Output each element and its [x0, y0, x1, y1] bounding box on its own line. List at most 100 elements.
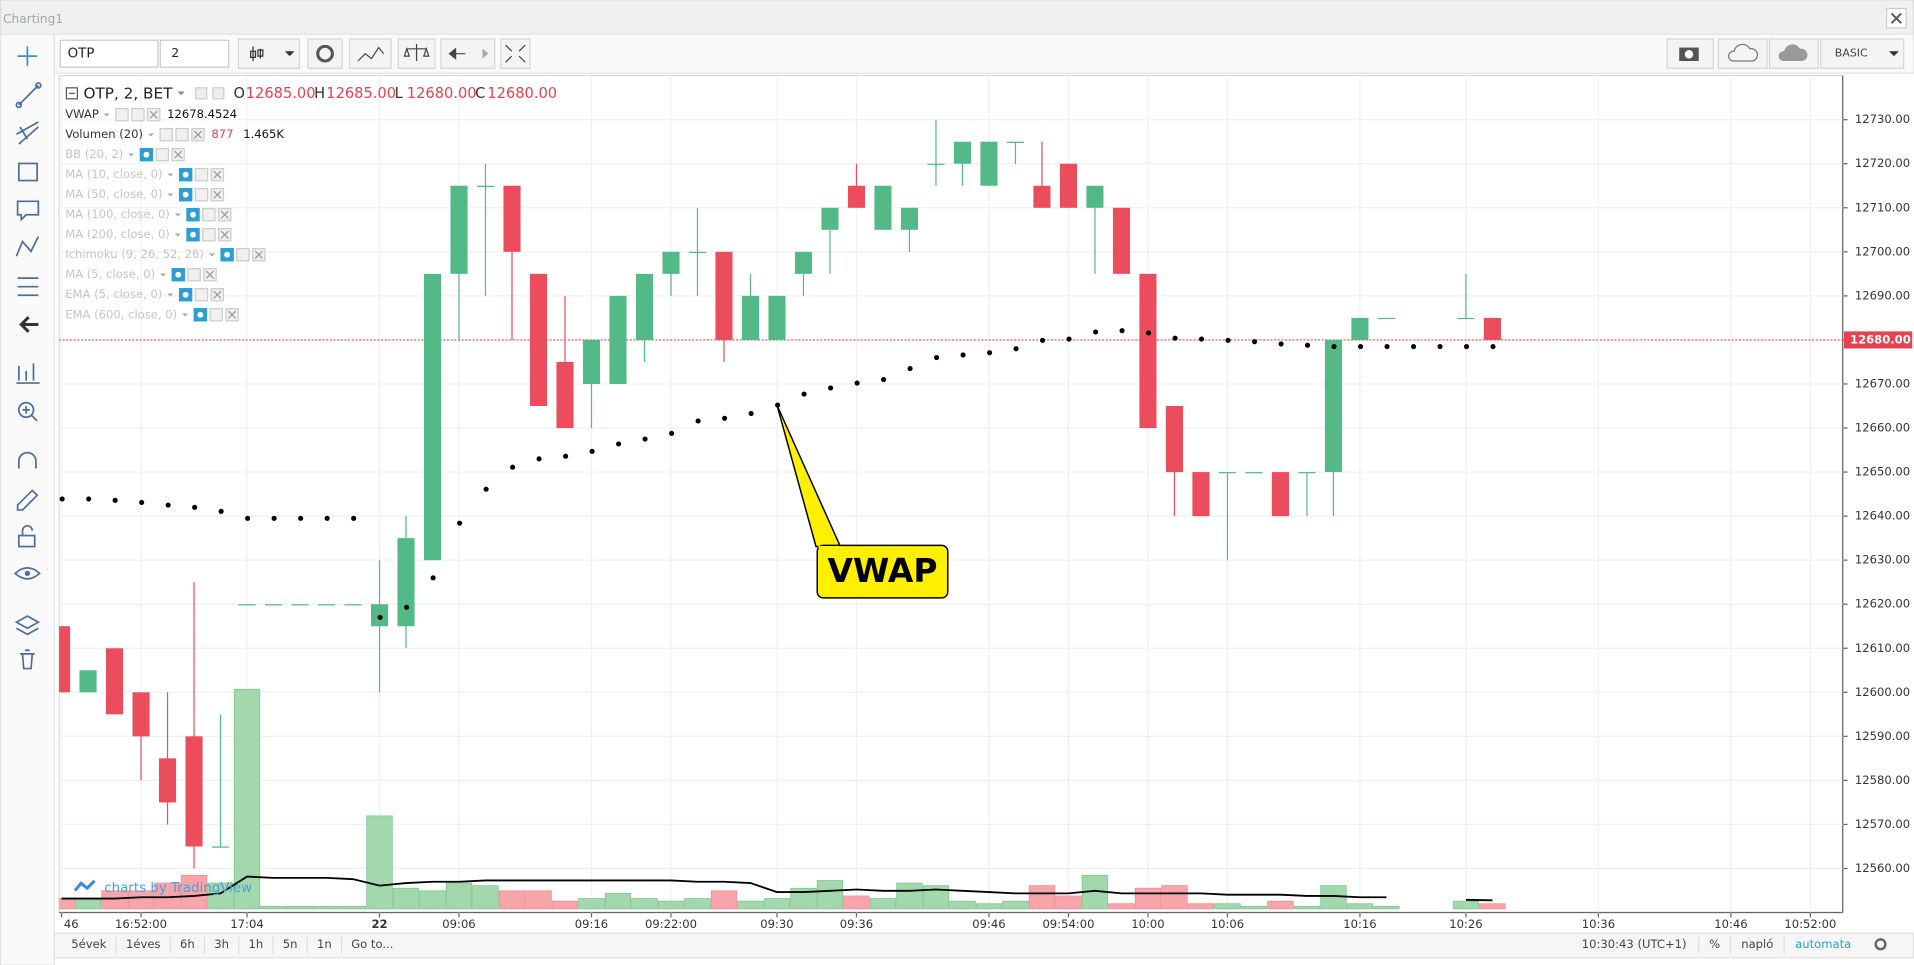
indicator-label: EMA (600, close, 0)	[65, 307, 177, 321]
indicator-button[interactable]	[202, 228, 216, 242]
ohlc-key: O	[234, 85, 246, 102]
grid	[59, 75, 1843, 913]
candle-body	[847, 185, 866, 208]
remove-x	[227, 310, 237, 319]
eye-dot	[224, 251, 231, 258]
vwap-dot	[987, 350, 993, 356]
vwap-dot	[271, 515, 277, 521]
y-tick-label: 12620.00	[1855, 597, 1910, 611]
indicator-dropdown[interactable]	[174, 233, 181, 237]
interval-text: 2	[171, 46, 179, 60]
remove-x	[149, 110, 158, 119]
range-button[interactable]: 1éves	[126, 937, 161, 951]
indicator-dropdown[interactable]	[167, 193, 174, 197]
x-tick-label: 09:30	[760, 917, 793, 931]
remove-x	[174, 150, 183, 159]
ohlc-key: L	[395, 85, 404, 102]
indicator-dropdown[interactable]	[159, 273, 167, 277]
indicator-button[interactable]	[175, 127, 189, 142]
indicator-button[interactable]	[202, 208, 216, 222]
bottom-controls: 5évek 1éves 6h 3h 1h 5n 1n Go to... 10:30:43 (UT…	[71, 937, 1887, 955]
candle-body	[556, 361, 574, 429]
range-button[interactable]: 1n	[317, 937, 332, 951]
vwap-dot	[828, 385, 834, 391]
range-button[interactable]: 5évek	[71, 937, 106, 951]
indicator-button[interactable]	[155, 147, 170, 162]
indicator-dropdown[interactable]	[208, 253, 215, 257]
toolbar-buttons[interactable]	[237, 38, 1905, 69]
indicator-dropdown[interactable]	[103, 113, 110, 117]
symbol-input[interactable]	[59, 39, 159, 68]
settings-gear[interactable]	[1874, 938, 1887, 951]
percent-button[interactable]: %	[1709, 937, 1720, 951]
vwap-dot	[324, 515, 330, 521]
candle-body	[635, 273, 654, 340]
y-tick-label: 12610.00	[1855, 641, 1910, 655]
volume-bar	[525, 890, 552, 910]
indicator-dropdown[interactable]	[167, 173, 174, 177]
indicator-button[interactable]	[194, 288, 209, 302]
x-tick-label: 17:04	[230, 917, 263, 931]
indicator-dropdown[interactable]	[147, 133, 155, 137]
range-button[interactable]: 6h	[180, 937, 195, 951]
volume-bar	[896, 882, 923, 910]
candle-body	[741, 295, 760, 340]
vwap-dot	[669, 430, 675, 436]
indicator-button[interactable]	[236, 248, 250, 262]
indicator-dropdown[interactable]	[174, 213, 181, 217]
x-tick-label: 09:36	[840, 917, 873, 931]
candle-body	[79, 670, 97, 693]
range-button[interactable]: 3h	[214, 937, 229, 951]
eye-dot	[143, 151, 150, 158]
settings-icon[interactable]	[212, 87, 225, 100]
vwap-dot	[722, 415, 728, 421]
indicator-button[interactable]	[159, 127, 173, 142]
log-button[interactable]: napló	[1741, 937, 1773, 951]
volume-bar	[1267, 900, 1294, 910]
eye-icon[interactable]	[195, 87, 208, 100]
vwap-dot	[695, 418, 701, 424]
indicator-button[interactable]	[194, 167, 209, 182]
volume-bar	[578, 898, 605, 910]
interval-input[interactable]	[159, 39, 230, 68]
range-button[interactable]: 1h	[248, 937, 263, 951]
vwap-dot	[1251, 339, 1258, 345]
candle-body	[344, 604, 362, 606]
eye-dot	[190, 211, 196, 218]
candle-body	[1059, 163, 1077, 208]
indicator-button[interactable]	[187, 268, 201, 282]
last-price-label: 12680.00	[1850, 332, 1911, 346]
candle-body	[1377, 317, 1395, 320]
x-tick-label: 10:26	[1449, 917, 1482, 931]
volume-bar	[366, 815, 393, 910]
drawing-tools[interactable]	[13, 46, 42, 670]
y-tick-label: 12560.00	[1855, 861, 1910, 875]
range-button[interactable]: 5n	[283, 937, 298, 951]
dropdown[interactable]	[177, 91, 185, 96]
candle-body	[821, 207, 839, 230]
vwap-dot	[218, 508, 224, 514]
indicator-button[interactable]	[209, 308, 223, 322]
volume-bar	[233, 688, 261, 910]
close-button[interactable]	[1886, 7, 1907, 29]
indicator-dropdown[interactable]	[182, 313, 189, 317]
candle-body	[1271, 472, 1289, 517]
vwap-dot	[483, 486, 489, 492]
volume-pane	[59, 688, 1506, 910]
vwap-dot	[404, 604, 410, 610]
y-tick-label: 12650.00	[1855, 465, 1910, 479]
indicator-button[interactable]	[194, 187, 209, 202]
indicator-dropdown[interactable]	[167, 293, 174, 297]
indicator-label: MA (200, close, 0)	[65, 227, 170, 241]
auto-button[interactable]: automata	[1795, 937, 1851, 951]
vwap-dot	[934, 354, 940, 361]
indicator-button[interactable]	[115, 107, 129, 122]
goto-button[interactable]: Go to...	[351, 937, 393, 951]
volume-bar	[472, 885, 499, 910]
volume-bar	[1240, 905, 1268, 910]
indicator-button[interactable]	[131, 107, 145, 122]
x-tick-label: 10:46	[1714, 917, 1747, 931]
candle-body	[1033, 185, 1051, 208]
indicator-dropdown[interactable]	[128, 153, 135, 157]
